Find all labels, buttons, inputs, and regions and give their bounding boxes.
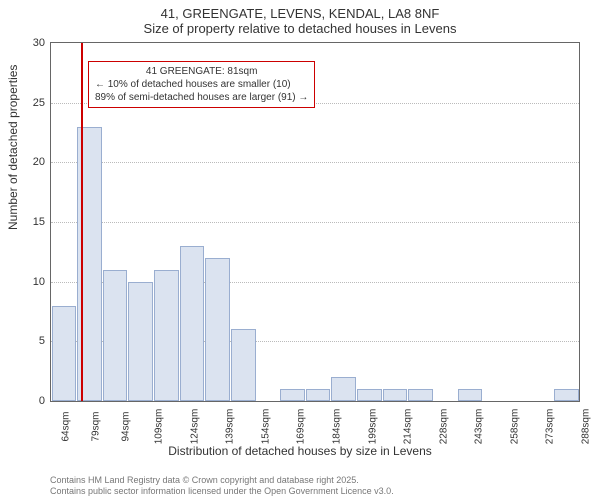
chart-container: 41, GREENGATE, LEVENS, KENDAL, LA8 8NF S… [0, 0, 600, 500]
x-tick-label: 184sqm [331, 409, 342, 445]
footer-line1: Contains HM Land Registry data © Crown c… [50, 475, 394, 487]
x-tick-label: 288sqm [580, 409, 591, 445]
y-tick-label: 30 [33, 37, 45, 49]
bar [331, 377, 356, 401]
bar [52, 306, 77, 401]
x-tick-label: 273sqm [545, 409, 556, 445]
x-tick-label: 154sqm [260, 409, 271, 445]
footer-credit: Contains HM Land Registry data © Crown c… [50, 475, 394, 498]
x-tick-label: 109sqm [153, 409, 164, 445]
y-tick-label: 10 [33, 276, 45, 288]
x-tick: 169sqm [283, 401, 319, 434]
x-ticks: 64sqm79sqm94sqm109sqm124sqm139sqm154sqm1… [51, 401, 579, 434]
bar [280, 389, 305, 401]
x-tick-label: 199sqm [367, 409, 378, 445]
bar [154, 270, 179, 401]
y-tick-label: 0 [39, 395, 45, 407]
x-tick: 139sqm [212, 401, 248, 434]
bar [554, 389, 579, 401]
bar [383, 389, 408, 401]
bar [103, 270, 128, 401]
x-tick: 154sqm [248, 401, 284, 434]
y-tick-label: 5 [39, 335, 45, 347]
x-tick-label: 214sqm [402, 409, 413, 445]
x-tick: 199sqm [355, 401, 391, 434]
reference-line [81, 43, 83, 401]
x-tick-label: 243sqm [474, 409, 485, 445]
x-tick: 228sqm [426, 401, 462, 434]
bar [458, 389, 483, 401]
x-tick-label: 139sqm [224, 409, 235, 445]
annotation-line2: ← 10% of detached houses are smaller (10… [95, 78, 308, 91]
x-tick: 64sqm [51, 401, 81, 434]
annotation-line1: 41 GREENGATE: 81sqm [95, 65, 308, 78]
bar [306, 389, 331, 401]
x-tick: 124sqm [177, 401, 213, 434]
x-tick: 288sqm [568, 401, 600, 434]
x-tick: 273sqm [532, 401, 568, 434]
bar [231, 329, 256, 401]
x-tick: 243sqm [461, 401, 497, 434]
x-tick-label: 79sqm [91, 411, 102, 441]
footer-line2: Contains public sector information licen… [50, 486, 394, 498]
bar [408, 389, 433, 401]
x-tick-label: 228sqm [438, 409, 449, 445]
annotation-box: 41 GREENGATE: 81sqm ← 10% of detached ho… [88, 61, 315, 108]
x-tick: 214sqm [390, 401, 426, 434]
y-tick-label: 20 [33, 156, 45, 168]
annotation-line3: 89% of semi-detached houses are larger (… [95, 91, 308, 104]
x-tick-label: 124sqm [189, 409, 200, 445]
x-tick-label: 94sqm [121, 411, 132, 441]
bar [357, 389, 382, 401]
chart-title-line1: 41, GREENGATE, LEVENS, KENDAL, LA8 8NF [0, 0, 600, 21]
y-tick-label: 25 [33, 97, 45, 109]
bar [180, 246, 205, 401]
x-tick: 79sqm [81, 401, 111, 434]
x-tick-label: 258sqm [509, 409, 520, 445]
x-tick: 109sqm [141, 401, 177, 434]
y-tick-label: 15 [33, 216, 45, 228]
bar [128, 282, 153, 401]
x-tick-label: 64sqm [61, 411, 72, 441]
x-tick: 258sqm [497, 401, 533, 434]
bar [205, 258, 230, 401]
chart-title-line2: Size of property relative to detached ho… [0, 21, 600, 40]
x-axis-label: Distribution of detached houses by size … [0, 444, 600, 458]
plot-area: 051015202530 41 GREENGATE: 81sqm ← 10% o… [50, 42, 580, 402]
y-axis-label: Number of detached properties [6, 65, 20, 230]
x-tick: 184sqm [319, 401, 355, 434]
x-tick: 94sqm [111, 401, 141, 434]
x-tick-label: 169sqm [296, 409, 307, 445]
